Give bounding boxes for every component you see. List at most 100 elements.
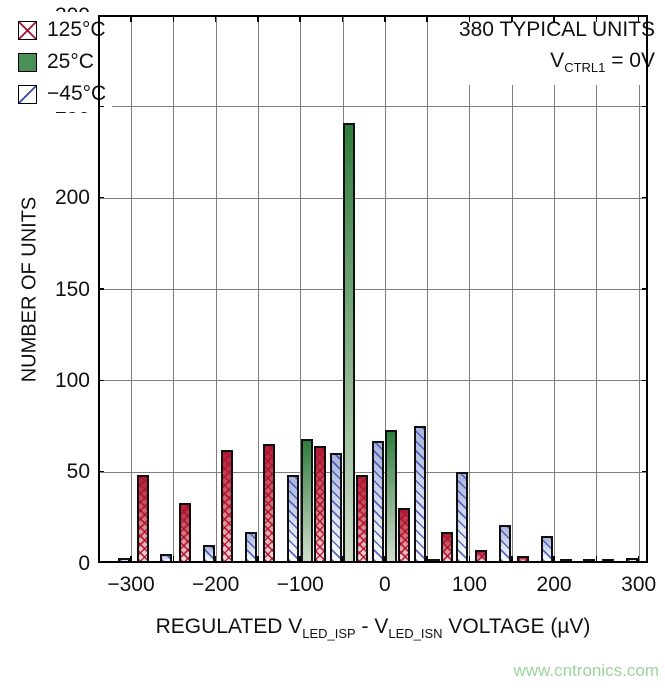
tick-top--200 — [214, 15, 217, 22]
bar-m45c--250uv — [160, 553, 173, 563]
bar-125c-200uv — [559, 559, 572, 563]
tick-top--150 — [257, 15, 259, 22]
legend-item-m45c: −45°C — [18, 78, 106, 110]
plot-area — [98, 15, 648, 563]
tick-right-150 — [642, 288, 648, 290]
tick-bottom-0 — [384, 556, 386, 563]
bar-m45c--50uv — [329, 453, 342, 563]
annotation-typical-units: 380 TYPICAL UNITS — [458, 18, 655, 41]
tick-bottom-250 — [595, 556, 598, 563]
bar-25c--50uv — [343, 122, 356, 563]
chart-annotations: 380 TYPICAL UNITS VCTRL1 = 0V — [450, 12, 655, 86]
bar-25c-0uv — [385, 429, 398, 563]
bar-125c--100uv — [313, 446, 326, 563]
tick-bottom--250 — [172, 556, 175, 563]
bar-m45c-0uv — [371, 440, 384, 563]
tick-right-50 — [642, 470, 648, 473]
bar-m45c-150uv — [498, 524, 511, 563]
plain-text: VOLTAGE (µV) — [442, 615, 591, 638]
subscript-text: LED_ISN — [388, 626, 443, 642]
bar-125c--300uv — [136, 475, 149, 563]
bar-25c-50uv — [427, 559, 440, 563]
bar-125c--50uv — [356, 475, 369, 563]
gridline-y-200 — [98, 197, 648, 199]
plain-text: V — [550, 49, 565, 72]
x-tick-label--100: −100 — [276, 573, 324, 596]
legend-label-25c: 25°C — [47, 50, 94, 73]
bar-m45c-100uv — [456, 471, 469, 563]
x-tick-label-200: 200 — [536, 573, 572, 596]
tick-top--300 — [130, 15, 132, 22]
gridline-y-150 — [98, 289, 648, 290]
tick-bottom--300 — [130, 556, 132, 563]
bar-m45c--100uv — [287, 475, 300, 563]
tick-top--100 — [299, 15, 301, 22]
x-axis-title: REGULATED VLED_ISP - VLED_ISN VOLTAGE (µ… — [68, 614, 665, 646]
tick-left-150 — [98, 288, 104, 290]
watermark-text: www.cntronics.com — [513, 661, 659, 680]
legend-item-25c: 25°C — [18, 46, 106, 78]
tick-right-250 — [642, 105, 648, 108]
tick-top--250 — [172, 15, 175, 22]
y-tick-label-150: 150 — [54, 277, 90, 301]
tick-left-200 — [98, 196, 104, 199]
tick-bottom--150 — [257, 556, 259, 563]
legend-label-125c: 125°C — [47, 18, 106, 41]
bar-125c-150uv — [517, 555, 530, 563]
tick-top-150 — [511, 15, 513, 22]
x-tick-label--200: −200 — [191, 573, 240, 596]
plain-text: = 0V — [605, 49, 655, 72]
bar-125c--200uv — [221, 449, 234, 563]
y-tick-label-0: 0 — [78, 551, 90, 575]
bar-m45c--200uv — [202, 544, 215, 563]
bar-125c-0uv — [398, 508, 411, 563]
tick-top-100 — [468, 15, 471, 22]
tick-top-200 — [553, 15, 555, 22]
x-tick-label-0: 0 — [379, 573, 391, 596]
gridline-y-100 — [98, 380, 648, 382]
plain-text: - V — [355, 615, 389, 638]
tick-bottom-100 — [468, 556, 471, 563]
tick-top-0 — [384, 15, 386, 22]
tick-left-50 — [98, 470, 104, 473]
bar-125c-100uv — [474, 550, 487, 563]
tick-left-250 — [98, 105, 104, 108]
bar-m45c--300uv — [118, 557, 130, 563]
tick-top-300 — [637, 15, 640, 22]
bar-25c--100uv — [300, 438, 313, 563]
tick-left-100 — [98, 379, 104, 382]
legend-label-m45c: −45°C — [47, 82, 107, 105]
tick-right-100 — [642, 379, 648, 382]
bar-125c-50uv — [440, 531, 453, 563]
tick-bottom-50 — [426, 556, 428, 563]
bar-125c--250uv — [178, 502, 191, 563]
tick-bottom--50 — [341, 556, 344, 563]
tick-top-250 — [595, 15, 598, 22]
x-tick-label--300: −300 — [107, 573, 155, 596]
legend-swatch-125c — [18, 20, 37, 40]
y-tick-label-100: 100 — [54, 368, 90, 392]
tick-top--50 — [341, 15, 344, 22]
legend-swatch-m45c — [18, 84, 37, 104]
legend-swatch-25c — [18, 52, 37, 72]
bar-125c-250uv — [601, 559, 614, 563]
legend-item-125c: 125°C — [18, 14, 106, 46]
tick-bottom-150 — [511, 556, 513, 563]
annotation-vctrl1: VCTRL1 = 0V — [459, 45, 655, 83]
bar-m45c-50uv — [414, 426, 427, 563]
bar-m45c-250uv — [583, 559, 596, 563]
tick-bottom--100 — [299, 556, 301, 563]
gridline-y-250 — [98, 106, 648, 108]
y-tick-label-200: 200 — [54, 186, 90, 210]
x-tick-label-300: 300 — [621, 573, 657, 596]
chart-legend: 125°C 25°C −45°C — [16, 12, 113, 112]
subscript-text: LED_ISP — [302, 626, 356, 642]
tick-bottom-300 — [637, 556, 640, 563]
tick-bottom--200 — [214, 556, 217, 563]
tick-bottom-200 — [553, 556, 555, 563]
bar-125c--150uv — [263, 444, 276, 563]
plain-text: REGULATED V — [155, 615, 303, 638]
bar-m45c-300uv — [625, 557, 638, 563]
tick-right-200 — [642, 196, 648, 199]
